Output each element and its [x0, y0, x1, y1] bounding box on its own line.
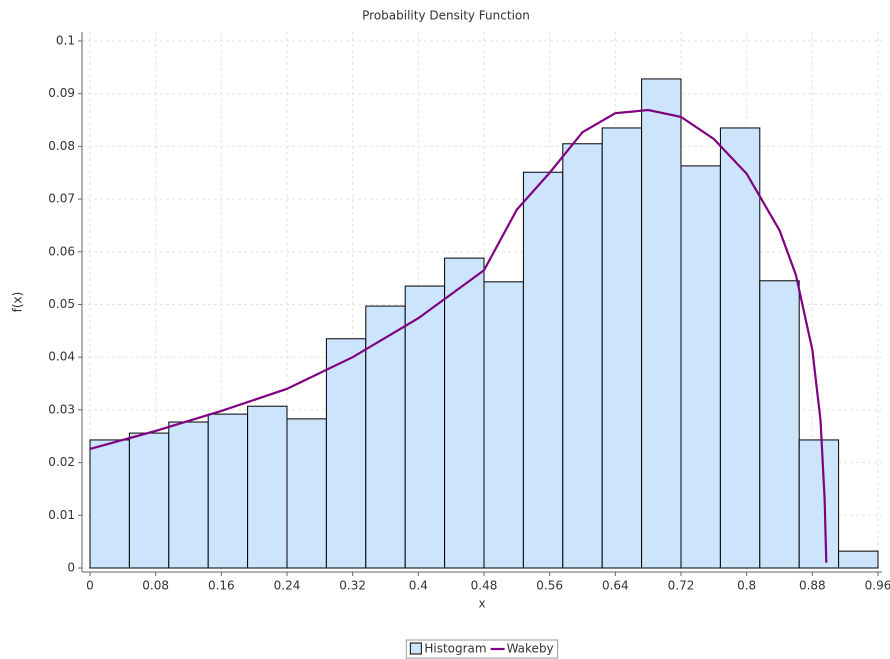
x-tick-label: 0.08 — [142, 579, 169, 593]
bar — [680, 165, 721, 569]
y-tick-label: 0.08 — [48, 139, 75, 153]
bar — [207, 413, 249, 569]
y-tick-label: 0.03 — [48, 402, 75, 416]
bar — [719, 127, 761, 569]
bar — [325, 338, 367, 569]
bar — [522, 171, 564, 569]
x-tick-label: 0.48 — [471, 579, 498, 593]
line — [89, 108, 828, 563]
x-tick-label: 0.16 — [208, 579, 235, 593]
bar — [641, 78, 682, 569]
x-tick-label: 0.88 — [799, 579, 826, 593]
x-axis-label: x — [478, 597, 485, 611]
x-tick-label: 0.32 — [339, 579, 366, 593]
bar — [247, 405, 288, 569]
bar — [562, 143, 603, 569]
x-tick-label: 0.8 — [737, 579, 756, 593]
y-tick-label: 0.07 — [48, 192, 75, 206]
legend: Histogram Wakeby — [405, 639, 559, 659]
y-tick-label: 0 — [67, 561, 75, 575]
bar — [798, 439, 840, 569]
x-tick-label: 0.4 — [409, 579, 428, 593]
y-tick-label: 0.02 — [48, 455, 75, 469]
y-axis-label: f(x) — [11, 292, 25, 313]
y-tick-label: 0.04 — [48, 350, 75, 364]
x-tick-label: 0.24 — [274, 579, 301, 593]
y-tick-label: 0.06 — [48, 244, 75, 258]
legend-label: Histogram — [424, 642, 486, 656]
y-tick-label: 0.1 — [56, 34, 75, 48]
bar — [838, 550, 879, 569]
bar — [444, 257, 485, 569]
bar — [483, 281, 524, 569]
y-tick-label: 0.05 — [48, 297, 75, 311]
x-tick-label: 0.64 — [602, 579, 629, 593]
x-tick-label: 0.72 — [668, 579, 695, 593]
bar — [365, 305, 406, 569]
legend-box — [405, 639, 559, 659]
x-tick-label: 0.56 — [536, 579, 563, 593]
bar — [128, 432, 170, 569]
bar — [759, 280, 800, 569]
bar — [404, 285, 446, 569]
x-tick-label: 0 — [86, 579, 94, 593]
x-tick-label: 0.96 — [865, 579, 890, 593]
y-tick-label: 0.09 — [48, 86, 75, 100]
legend-label: Wakeby — [507, 642, 554, 656]
bar — [286, 418, 327, 569]
bar — [168, 421, 209, 569]
legend-swatch — [409, 642, 422, 655]
bar — [89, 439, 130, 569]
bar — [601, 127, 643, 569]
y-tick-label: 0.01 — [48, 508, 75, 522]
chart-title: Probability Density Function — [362, 9, 530, 23]
